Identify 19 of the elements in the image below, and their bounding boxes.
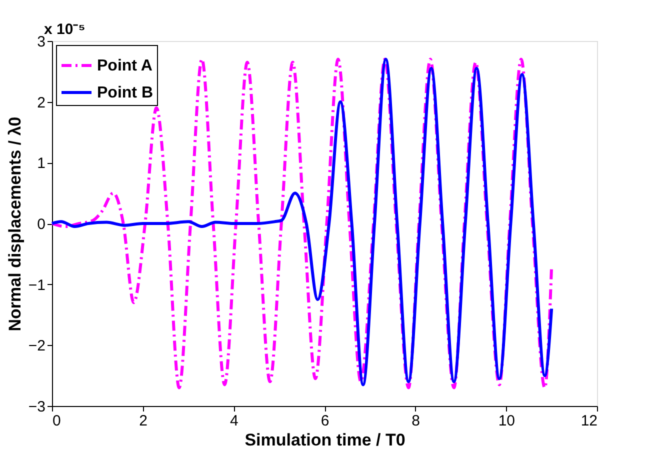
- y-tick-label: −3: [28, 398, 46, 416]
- x-tick-label: 6: [320, 412, 330, 430]
- text: x 10⁻⁵: [44, 21, 86, 38]
- x-tick-label: 2: [139, 412, 148, 430]
- x-axis-title: Simulation time / T0: [244, 430, 406, 450]
- y-tick-label: 2: [37, 94, 46, 112]
- y-tick-label: 3: [37, 34, 46, 50]
- x-tick-label: 0: [52, 412, 61, 430]
- x-tick-label: 10: [498, 412, 516, 430]
- legend-label: Point B: [97, 84, 153, 102]
- x-tick-label: 12: [580, 412, 598, 430]
- legend-label: Point A: [97, 58, 153, 74]
- y-tick-label: 1: [37, 155, 46, 172]
- y-tick-label: 0: [37, 216, 46, 233]
- y-tick-label: −1: [28, 276, 46, 294]
- y-axis-title: Normal displacements / λ0: [5, 116, 24, 332]
- x-tick-label: 8: [412, 412, 420, 430]
- y-tick-label: −2: [28, 338, 46, 355]
- x-tick-label: 4: [230, 412, 238, 430]
